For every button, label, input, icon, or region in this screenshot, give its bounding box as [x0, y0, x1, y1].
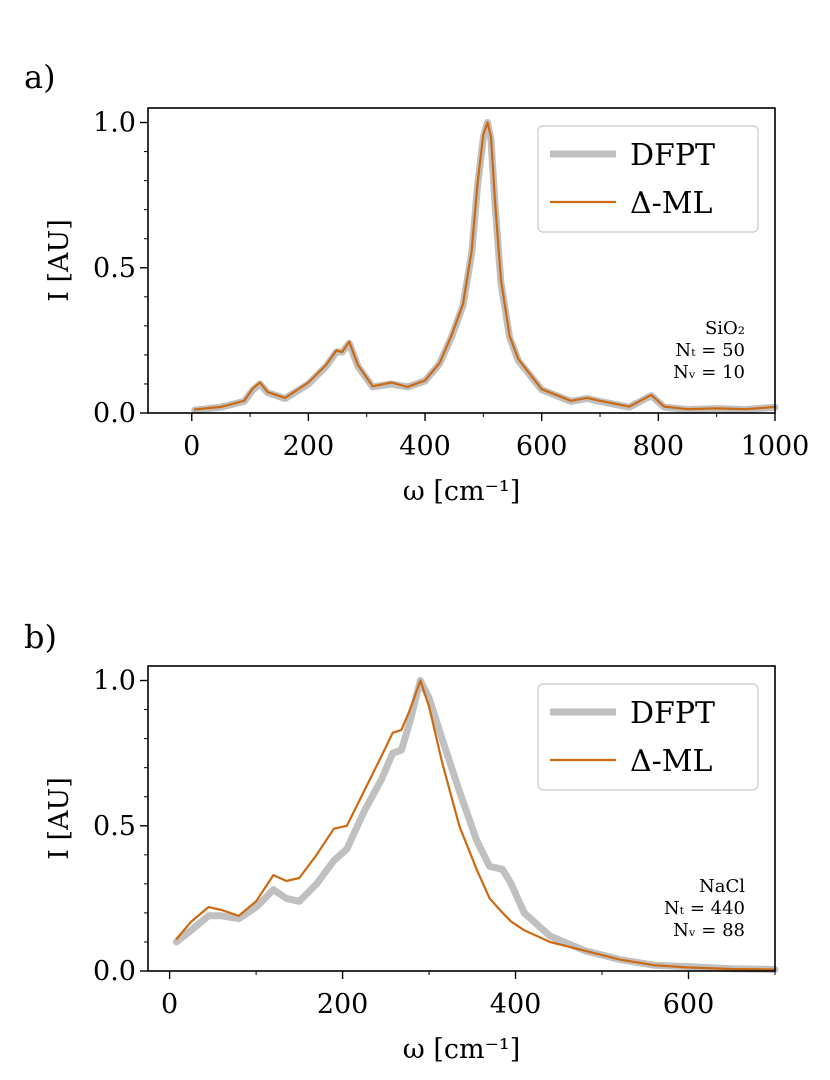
annotation-line: Nᵥ = 88 — [673, 920, 745, 941]
annotation-line: Nₜ = 440 — [664, 898, 745, 919]
y-tick-label: 0.0 — [93, 398, 136, 429]
y-tick-label: 0.5 — [93, 253, 136, 284]
legend-label-dml: Δ-ML — [630, 186, 713, 221]
x-tick-label: 800 — [633, 431, 685, 462]
series-line-dml — [175, 679, 777, 971]
x-tick-label: 0 — [183, 431, 200, 462]
plot-frame — [147, 107, 776, 414]
x-tick-label: 400 — [399, 431, 451, 462]
panel-label: a) — [24, 58, 56, 96]
y-axis-label: I [AU] — [44, 777, 75, 860]
legend-label-dfpt: DFPT — [630, 696, 715, 731]
series-line-dml — [193, 121, 777, 411]
y-tick-label: 1.0 — [93, 666, 136, 697]
annotation-line: SiO₂ — [705, 318, 745, 339]
y-tick-label: 1.0 — [93, 108, 136, 139]
annotation-line: Nᵥ = 10 — [673, 362, 745, 383]
x-axis-label: ω [cm⁻¹] — [403, 1034, 520, 1065]
x-tick-label: 600 — [516, 431, 568, 462]
series-line-dfpt — [173, 677, 779, 973]
x-tick-label: 200 — [283, 431, 335, 462]
legend-label-dfpt: DFPT — [630, 138, 715, 173]
y-axis-label: I [AU] — [44, 219, 75, 302]
annotation-line: Nₜ = 50 — [675, 340, 745, 361]
y-tick-label: 0.5 — [93, 811, 136, 842]
plot-frame — [147, 665, 776, 972]
panel-b: b) 0 200 400 600 0.0 0.5 1.0 ω [cm⁻¹] I [AU] DFPT Δ… — [24, 618, 779, 1065]
x-tick-label: 400 — [490, 989, 542, 1020]
panel-label: b) — [24, 618, 57, 656]
y-tick-label: 0.0 — [93, 956, 136, 987]
x-axis-label: ω [cm⁻¹] — [403, 476, 520, 507]
panel-a: a) 0 200 400 600 800 1000 0.0 0.5 1.0 ω [cm⁻¹] I [A… — [24, 58, 809, 507]
x-tick-label: 200 — [317, 989, 369, 1020]
x-tick-label: 0 — [161, 989, 178, 1020]
x-tick-label: 600 — [663, 989, 715, 1020]
legend-label-dml: Δ-ML — [630, 744, 713, 779]
annotation-line: NaCl — [699, 876, 745, 897]
x-tick-label: 1000 — [741, 431, 810, 462]
